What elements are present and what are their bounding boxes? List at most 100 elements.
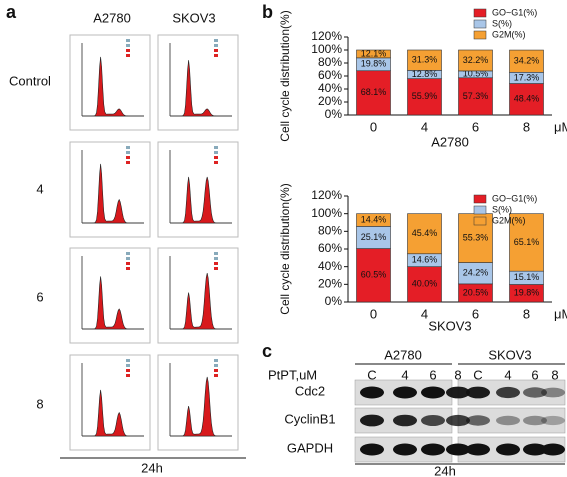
legend-swatch bbox=[126, 252, 130, 255]
column-header: A2780 bbox=[93, 10, 131, 25]
blot-band bbox=[446, 386, 470, 399]
legend-swatch bbox=[214, 44, 218, 47]
blot-band bbox=[541, 443, 565, 456]
blot-band bbox=[421, 443, 445, 456]
blot-band bbox=[393, 443, 417, 456]
x-tick-label: 6 bbox=[472, 306, 479, 321]
y-tick-label: 100% bbox=[311, 206, 342, 220]
value-label: 14.4% bbox=[361, 214, 387, 224]
value-label: 25.1% bbox=[361, 232, 387, 242]
x-tick-label: 6 bbox=[472, 119, 479, 134]
legend-swatch bbox=[214, 161, 218, 164]
legend-label: G2M(%) bbox=[492, 29, 526, 39]
panel-label: b bbox=[262, 2, 273, 22]
row-label: 8 bbox=[36, 396, 43, 411]
histogram-peak bbox=[170, 273, 232, 330]
blot-band bbox=[496, 386, 520, 399]
legend-swatch bbox=[214, 359, 218, 362]
x-tick-label: 8 bbox=[523, 119, 530, 134]
value-label: 57.3% bbox=[463, 91, 489, 101]
legend-label: S(%) bbox=[492, 18, 512, 28]
legend-swatch bbox=[214, 49, 218, 52]
value-label: 24.2% bbox=[463, 268, 489, 278]
group-label: SKOV3 bbox=[488, 347, 531, 362]
value-label: 20.5% bbox=[463, 287, 489, 297]
x-tick-label: 0 bbox=[370, 306, 377, 321]
lane-label: 8 bbox=[551, 367, 558, 382]
lane-label: 6 bbox=[429, 367, 436, 382]
x-tick-label: 4 bbox=[421, 119, 428, 134]
row-label: Control bbox=[9, 73, 51, 88]
value-label: 17.3% bbox=[514, 72, 540, 82]
histogram-peak bbox=[170, 176, 232, 224]
legend-swatch bbox=[126, 257, 130, 260]
value-label: 45.4% bbox=[412, 228, 438, 238]
bar-segment bbox=[509, 49, 544, 73]
blot-band bbox=[446, 443, 470, 456]
bar-segment bbox=[458, 49, 493, 72]
chart-title: SKOV3 bbox=[428, 318, 471, 333]
blot-band bbox=[541, 387, 565, 398]
legend-swatch bbox=[126, 369, 130, 372]
row-label: 4 bbox=[36, 181, 43, 196]
blot-band bbox=[466, 443, 490, 456]
legend-swatch bbox=[126, 54, 130, 57]
value-label: 12.1% bbox=[361, 48, 387, 58]
x-tick-label: 8 bbox=[523, 306, 530, 321]
legend-swatch bbox=[214, 146, 218, 149]
legend-swatch bbox=[214, 156, 218, 159]
x-tick-label: 0 bbox=[370, 119, 377, 134]
y-tick-label: 120% bbox=[311, 29, 342, 43]
legend-swatch bbox=[214, 262, 218, 265]
blot-band bbox=[523, 443, 547, 456]
value-label: 40.0% bbox=[412, 279, 438, 289]
blot-band bbox=[421, 386, 445, 399]
legend-swatch bbox=[126, 151, 130, 154]
lane-label: 6 bbox=[531, 367, 538, 382]
legend-swatch bbox=[126, 49, 130, 52]
bar-segment bbox=[356, 70, 391, 116]
y-axis-label: Cell cycle distribution(%) bbox=[278, 10, 292, 141]
legend-swatch bbox=[214, 151, 218, 154]
lane-label: 4 bbox=[504, 367, 511, 382]
histogram-peak bbox=[82, 163, 144, 224]
legend-label: GO~G1(%) bbox=[492, 7, 537, 17]
blot-band bbox=[466, 386, 490, 399]
value-label: 48.4% bbox=[514, 94, 540, 104]
histogram-peak bbox=[82, 276, 144, 330]
footer: 24h bbox=[141, 460, 163, 475]
lane-label: 4 bbox=[401, 367, 408, 382]
protein-label: GAPDH bbox=[287, 440, 333, 455]
value-label: 10.5% bbox=[463, 69, 489, 79]
histogram-frame bbox=[157, 141, 239, 238]
legend-swatch bbox=[214, 374, 218, 377]
value-label: 32.2% bbox=[463, 55, 489, 65]
legend-swatch bbox=[126, 374, 130, 377]
legend-label: G2M(%) bbox=[492, 215, 526, 225]
legend-swatch bbox=[126, 39, 130, 42]
blot-band bbox=[466, 415, 490, 426]
value-label: 19.8% bbox=[514, 288, 540, 298]
blot-band bbox=[523, 415, 547, 426]
value-label: 14.6% bbox=[412, 255, 438, 265]
y-tick-label: 40% bbox=[318, 81, 342, 95]
legend-swatch bbox=[473, 216, 487, 226]
group-label: A2780 bbox=[384, 347, 422, 362]
y-tick-label: 0% bbox=[325, 294, 343, 308]
dose-label: PtPT,uM bbox=[268, 367, 317, 382]
blot-band bbox=[496, 415, 520, 426]
blot-band bbox=[393, 414, 417, 427]
value-label: 55.9% bbox=[412, 91, 438, 101]
y-tick-label: 80% bbox=[318, 224, 342, 238]
x-tick-label: 4 bbox=[421, 306, 428, 321]
histogram-peak bbox=[170, 376, 232, 437]
legend-label: GO~G1(%) bbox=[492, 193, 537, 203]
lane-label: C bbox=[367, 367, 376, 382]
legend-swatch bbox=[214, 39, 218, 42]
legend-swatch bbox=[214, 364, 218, 367]
legend-swatch bbox=[126, 262, 130, 265]
legend-swatch bbox=[214, 369, 218, 372]
bar-segment bbox=[509, 213, 544, 272]
y-tick-label: 20% bbox=[318, 94, 342, 108]
